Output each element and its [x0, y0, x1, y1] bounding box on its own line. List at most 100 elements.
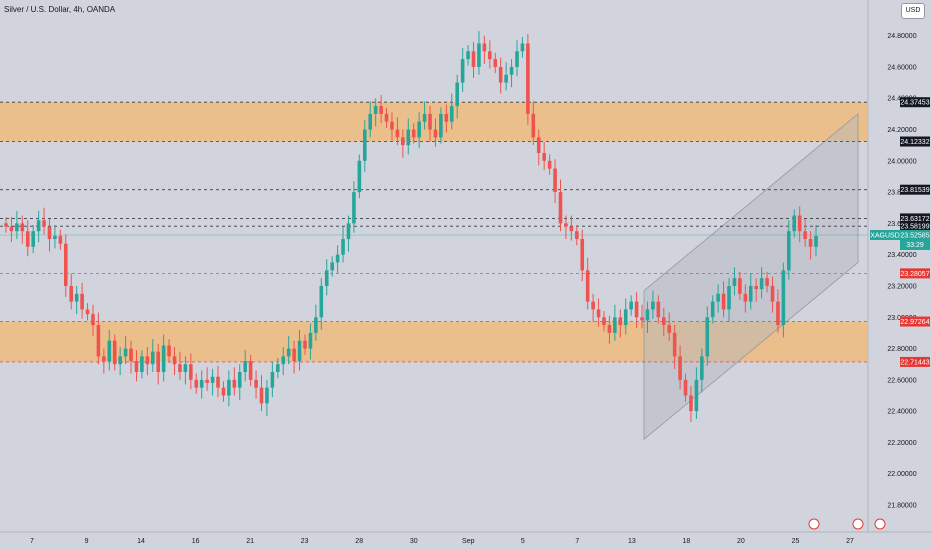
- candle-body: [237, 372, 242, 388]
- candle-body: [123, 348, 128, 357]
- level-badge: [900, 136, 930, 147]
- candle-body: [9, 226, 14, 232]
- candle-body: [324, 270, 329, 286]
- candle-body: [645, 309, 650, 321]
- candle-body: [776, 301, 780, 326]
- y-tick-label: 22.60000: [887, 377, 916, 384]
- candle-body: [781, 270, 786, 326]
- level-badge: [900, 316, 930, 327]
- candle-body: [520, 43, 525, 52]
- candle-body: [341, 239, 345, 255]
- x-tick-label: 18: [683, 538, 691, 545]
- candle-body: [145, 356, 150, 365]
- candle-body: [373, 106, 378, 114]
- candle-body: [183, 364, 188, 373]
- y-tick-label: 24.80000: [887, 33, 916, 40]
- candle-body: [161, 345, 166, 373]
- candle-body: [69, 285, 74, 302]
- x-tick-label: 28: [355, 538, 363, 545]
- y-tick-label: 23.20000: [887, 283, 916, 290]
- candle-body: [85, 309, 90, 315]
- zone-1: [0, 321, 868, 362]
- candle-body: [558, 192, 563, 224]
- candle-body: [401, 137, 405, 146]
- candle-body: [661, 317, 666, 326]
- candle-body: [91, 314, 95, 326]
- x-tick-label: 7: [575, 538, 579, 545]
- candle-body: [482, 43, 487, 52]
- candle-body: [580, 239, 585, 271]
- candle-body: [53, 235, 57, 240]
- candle-body: [31, 231, 35, 247]
- candle-body: [439, 113, 443, 138]
- candle-body: [504, 74, 508, 83]
- candle-body: [172, 356, 177, 365]
- level-badge: [900, 221, 930, 232]
- candle-body: [569, 226, 574, 232]
- candle-body: [36, 220, 41, 232]
- candle-body: [634, 301, 639, 318]
- x-tick-label: 5: [521, 538, 525, 545]
- candle-body: [417, 121, 421, 138]
- y-tick-label: 22.80000: [887, 346, 916, 353]
- candle-body: [727, 285, 731, 310]
- candle-body: [536, 137, 541, 153]
- candle-body: [352, 192, 356, 224]
- candle-body: [460, 59, 465, 83]
- candle-body: [575, 231, 579, 240]
- candle-body: [738, 278, 742, 294]
- candle-body: [335, 254, 340, 263]
- level-badge: [900, 268, 930, 279]
- candle-body: [471, 51, 476, 67]
- candle-body: [683, 379, 688, 396]
- candle-body: [433, 129, 438, 138]
- candle-body: [308, 332, 313, 349]
- candle-body: [297, 340, 302, 362]
- candle-body: [379, 106, 383, 114]
- candle-body: [25, 231, 30, 247]
- candle-body: [732, 278, 737, 286]
- candle-body: [808, 239, 813, 247]
- candle-body: [232, 379, 237, 388]
- candle-body: [629, 301, 633, 310]
- candle-body: [96, 325, 101, 357]
- candle-body: [248, 361, 253, 380]
- y-tick-label: 21.80000: [887, 503, 916, 510]
- candle-body: [134, 361, 139, 373]
- candle-body: [455, 82, 460, 107]
- candle-body: [189, 364, 193, 380]
- candle-body: [667, 325, 672, 333]
- candle-body: [281, 356, 286, 365]
- candle-body: [80, 293, 84, 310]
- candle-body: [102, 356, 106, 362]
- candle-body: [58, 235, 63, 244]
- candle-body: [210, 376, 215, 383]
- candle-body: [129, 348, 133, 362]
- x-tick-label: 20: [737, 538, 745, 545]
- candle-body: [199, 379, 204, 388]
- candle-body: [640, 317, 644, 321]
- candle-body: [694, 379, 699, 412]
- candle-body: [319, 285, 324, 318]
- level-badge-label: 22.97264: [900, 319, 929, 326]
- symbol-title: Silver / U.S. Dollar, 4h, OANDA: [4, 5, 116, 14]
- candle-body: [357, 160, 362, 193]
- x-tick-label: 14: [137, 538, 145, 545]
- candle-body: [716, 293, 720, 302]
- level-badge: [900, 213, 930, 224]
- candle-body: [47, 226, 52, 240]
- candle-body: [623, 309, 628, 326]
- y-tick-label: 24.00000: [887, 158, 916, 165]
- candle-body: [602, 317, 606, 326]
- level-badge: [900, 184, 930, 195]
- candle-body: [515, 51, 519, 67]
- candle-body: [303, 340, 307, 349]
- candle-body: [797, 215, 802, 232]
- candle-body: [613, 317, 617, 333]
- level-badge-label: 23.28057: [900, 271, 929, 278]
- x-tick-label: 7: [30, 538, 34, 545]
- currency-button[interactable]: USD: [901, 3, 925, 19]
- x-tick-label: 13: [628, 538, 636, 545]
- candle-body: [194, 379, 199, 388]
